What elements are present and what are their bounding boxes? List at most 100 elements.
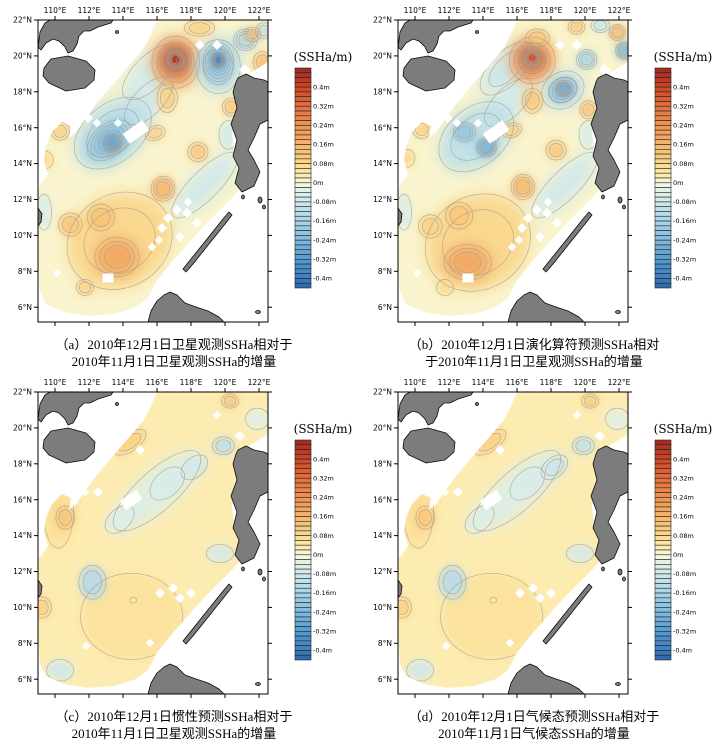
svg-text:0.08m: 0.08m: [313, 532, 334, 540]
svg-text:112°E: 112°E: [438, 378, 461, 387]
svg-text:6°N: 6°N: [378, 675, 392, 684]
caption-b-line1: （b）2010年12月1日演化算符预测SSHa相对: [408, 337, 660, 352]
axes-layer: [34, 16, 272, 326]
colorbar-scale-c: 0.4m 0.32m 0.24m 0.16m 0.08m 0m -0.08m -0.16m -0…: [294, 439, 336, 661]
svg-text:-0.32m: -0.32m: [673, 628, 696, 636]
svg-text:-0.24m: -0.24m: [313, 608, 336, 616]
data-gap-holes: [412, 40, 612, 283]
landmass-luzon: [590, 445, 629, 565]
panel-d: 110°E 112°E 114°E 116°E 118°E 120°E 122°E 22°N 2…: [360, 372, 713, 744]
svg-text:-0.4m: -0.4m: [313, 647, 332, 655]
svg-text:114°E: 114°E: [472, 378, 495, 387]
map-b-plot: 110°E 112°E 114°E 116°E 118°E 120°E 122°E 22°N 2…: [373, 6, 632, 326]
landmass-hainan: [42, 55, 96, 92]
svg-text:-0.4m: -0.4m: [673, 647, 692, 655]
svg-text:16°N: 16°N: [13, 123, 32, 132]
landmass-islet: [241, 566, 245, 572]
svg-text:12°N: 12°N: [13, 195, 32, 204]
svg-text:0.4m: 0.4m: [313, 83, 330, 91]
svg-text:0m: 0m: [673, 551, 683, 559]
svg-text:14°N: 14°N: [13, 531, 32, 540]
svg-text:0.24m: 0.24m: [673, 494, 694, 502]
svg-text:14°N: 14°N: [13, 159, 32, 168]
landmass-borneo: [147, 291, 225, 323]
svg-text:22°N: 22°N: [373, 16, 392, 25]
colorbar-segments: [654, 439, 672, 661]
svg-text:118°E: 118°E: [180, 378, 203, 387]
svg-text:122°E: 122°E: [248, 378, 271, 387]
axis-tick-labels: 110°E 112°E 114°E 116°E 118°E 120°E 122°E 22°N 2…: [13, 378, 271, 684]
landmass-islet: [615, 682, 621, 686]
colorbar-segments: [294, 439, 312, 661]
svg-text:0.4m: 0.4m: [673, 83, 690, 91]
landmass-islet: [115, 30, 119, 34]
svg-text:114°E: 114°E: [472, 6, 495, 15]
caption-b-line2: 于2010年11月1日卫星观测SSHa的增量: [425, 354, 643, 369]
svg-text:0.32m: 0.32m: [313, 102, 334, 110]
colorbar-segments: [294, 67, 312, 289]
svg-text:122°E: 122°E: [608, 378, 631, 387]
svg-text:8°N: 8°N: [378, 639, 392, 648]
svg-text:118°E: 118°E: [180, 6, 203, 15]
svg-text:0.16m: 0.16m: [313, 513, 334, 521]
landmass-palawan: [542, 211, 593, 273]
landmass-luzon: [230, 445, 269, 565]
caption-c-line1: （c）2010年12月1日惯性预测SSHa相对于: [55, 709, 293, 724]
svg-text:-0.16m: -0.16m: [313, 217, 336, 225]
svg-text:118°E: 118°E: [540, 6, 563, 15]
svg-text:14°N: 14°N: [373, 531, 392, 540]
svg-text:22°N: 22°N: [373, 388, 392, 397]
svg-text:20°N: 20°N: [373, 52, 392, 61]
colorbar-scale-d: 0.4m 0.32m 0.24m 0.16m 0.08m 0m -0.08m -0.16m -0…: [654, 439, 696, 661]
axis-tick-labels: 110°E 112°E 114°E 116°E 118°E 120°E 122°E 22°N 2…: [373, 6, 631, 312]
landmass-borneo: [507, 663, 585, 695]
svg-text:0.32m: 0.32m: [313, 474, 334, 482]
caption-a: （a）2010年12月1日卫星观测SSHa相对于 2010年11月1日卫星观测S…: [4, 336, 344, 370]
svg-text:116°E: 116°E: [146, 378, 169, 387]
panel-a: 110°E 112°E 114°E 116°E 118°E 120°E 122°E 22°N 2…: [0, 0, 356, 372]
landmass-borneo: [507, 291, 585, 323]
svg-text:110°E: 110°E: [404, 378, 427, 387]
svg-text:16°N: 16°N: [373, 123, 392, 132]
svg-text:0.24m: 0.24m: [313, 494, 334, 502]
svg-text:0m: 0m: [313, 179, 323, 187]
svg-text:6°N: 6°N: [18, 675, 32, 684]
svg-text:-0.16m: -0.16m: [673, 217, 696, 225]
caption-b: （b）2010年12月1日演化算符预测SSHa相对 于2010年11月1日卫星观…: [364, 336, 704, 370]
landmass-islet: [262, 576, 266, 582]
svg-text:120°E: 120°E: [214, 6, 237, 15]
landmass-islet: [262, 204, 266, 210]
landmass-islet: [255, 682, 261, 686]
caption-a-line2: 2010年11月1日卫星观测SSHa的增量: [71, 354, 277, 369]
svg-text:0.4m: 0.4m: [313, 455, 330, 463]
axes-layer: [34, 388, 272, 698]
colorbar-tick-labels: 0.4m 0.32m 0.24m 0.16m 0.08m 0m -0.08m -0.16m -0…: [313, 455, 336, 654]
svg-text:-0.4m: -0.4m: [313, 275, 332, 283]
landmass-islet: [617, 196, 623, 204]
svg-text:22°N: 22°N: [13, 16, 32, 25]
axes-layer: [394, 388, 632, 698]
svg-text:8°N: 8°N: [18, 639, 32, 648]
map-c-plot: 110°E 112°E 114°E 116°E 118°E 120°E 122°E 22°N 2…: [13, 378, 272, 698]
svg-text:116°E: 116°E: [506, 378, 529, 387]
svg-text:0.24m: 0.24m: [673, 122, 694, 130]
caption-c: （c）2010年12月1日惯性预测SSHa相对于 2010年11月1日卫星观测S…: [4, 708, 344, 742]
svg-text:12°N: 12°N: [13, 567, 32, 576]
landmass-islet: [601, 194, 605, 200]
svg-text:112°E: 112°E: [78, 6, 101, 15]
landmass-china-coast: [397, 19, 474, 54]
svg-text:16°N: 16°N: [13, 495, 32, 504]
contour-layer: [38, 393, 268, 682]
colorbar-title-d: (SSHa/m): [653, 422, 713, 436]
colorbar-scale-b: 0.4m 0.32m 0.24m 0.16m 0.08m 0m -0.08m -0.16m -0…: [654, 67, 696, 289]
landmass-islet: [601, 566, 605, 572]
svg-text:10°N: 10°N: [373, 603, 392, 612]
svg-text:-0.32m: -0.32m: [313, 256, 336, 264]
svg-text:0.16m: 0.16m: [673, 513, 694, 521]
svg-text:12°N: 12°N: [373, 195, 392, 204]
caption-d-line2: 2010年11月1日气候态SSHa的增量: [438, 726, 630, 741]
landmass-islet: [241, 194, 245, 200]
landmass-luzon: [590, 73, 629, 193]
svg-text:0.24m: 0.24m: [313, 122, 334, 130]
contour-layer: [38, 20, 268, 316]
